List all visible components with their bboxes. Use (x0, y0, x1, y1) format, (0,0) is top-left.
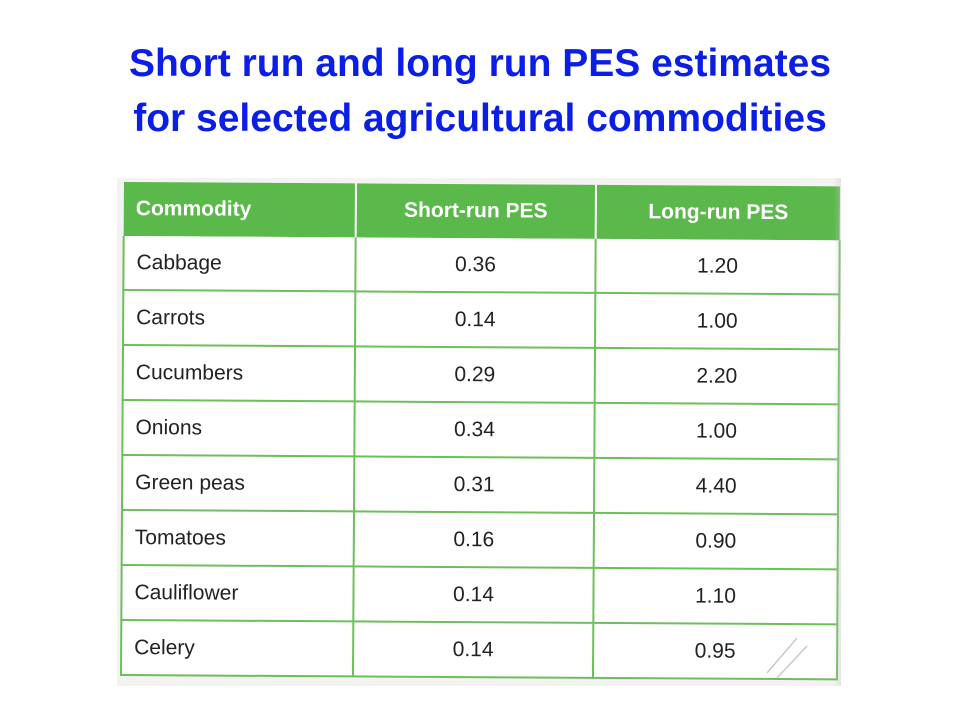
table-image: Commodity Short-run PES Long-run PES Cab… (117, 178, 841, 686)
header-row: Commodity Short-run PES Long-run PES (123, 182, 840, 241)
long-run-cell: 4.40 (593, 457, 839, 515)
title-line-1: Short run and long run PES estimates (128, 42, 832, 85)
table-row: Green peas 0.31 4.40 (121, 455, 839, 515)
table-row: Carrots 0.14 1.00 (123, 290, 840, 350)
commodity-cell: Cabbage (123, 236, 356, 292)
title-line-2: for selected agricultural commodities (133, 97, 827, 140)
short-run-cell: 0.31 (353, 456, 595, 513)
table-row: Cauliflower 0.14 1.10 (121, 564, 838, 625)
table-row: Tomatoes 0.16 0.90 (121, 510, 838, 570)
short-run-cell: 0.14 (352, 621, 594, 678)
short-run-cell: 0.34 (354, 401, 595, 458)
table-body: Cabbage 0.36 1.20 Carrots 0.14 1.00 Cucu… (120, 236, 840, 680)
long-run-cell: 0.90 (593, 512, 838, 570)
long-run-cell: 1.20 (595, 238, 840, 295)
long-run-cell: 1.00 (594, 402, 839, 460)
commodity-cell: Cauliflower (121, 564, 354, 622)
short-run-cell: 0.36 (355, 237, 596, 293)
header-short-run-pes: Short-run PES (355, 183, 596, 239)
commodity-cell: Carrots (123, 290, 356, 347)
long-run-cell: 1.00 (594, 292, 840, 350)
table-row: Celery 0.14 0.95 (120, 619, 838, 680)
commodity-cell: Green peas (121, 455, 355, 512)
short-run-cell: 0.14 (353, 566, 594, 623)
slide-title: Short run and long run PES estimates for… (0, 36, 960, 146)
short-run-cell: 0.14 (354, 291, 596, 348)
table-row: Onions 0.34 1.00 (122, 400, 839, 460)
commodity-cell: Onions (122, 400, 355, 457)
header-long-run-pes: Long-run PES (595, 184, 840, 241)
commodity-cell: Tomatoes (121, 510, 354, 567)
short-run-cell: 0.16 (353, 511, 594, 568)
commodity-cell: Celery (120, 619, 354, 677)
short-run-cell: 0.29 (354, 346, 595, 403)
commodity-cell: Cucumbers (122, 345, 355, 402)
table-row: Cabbage 0.36 1.20 (123, 236, 840, 295)
long-run-cell: 1.10 (593, 567, 838, 625)
pes-table: Commodity Short-run PES Long-run PES Cab… (120, 182, 841, 680)
pes-table-container: Commodity Short-run PES Long-run PES Cab… (120, 182, 841, 680)
table-row: Cucumbers 0.29 2.20 (122, 345, 839, 405)
pen-mark-decoration (766, 637, 808, 679)
table-header: Commodity Short-run PES Long-run PES (123, 182, 840, 241)
long-run-cell: 2.20 (594, 347, 839, 405)
header-commodity: Commodity (123, 182, 356, 238)
page-edge-shadow (833, 178, 841, 686)
